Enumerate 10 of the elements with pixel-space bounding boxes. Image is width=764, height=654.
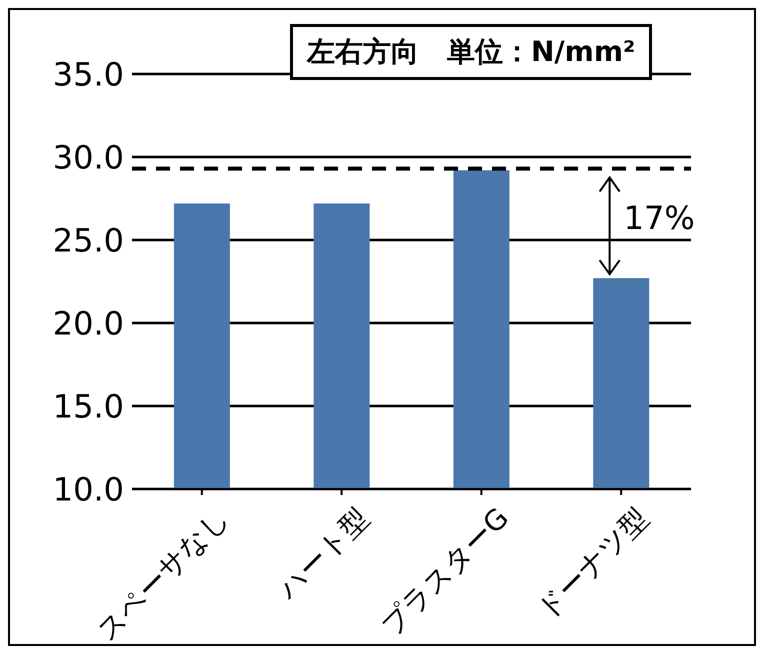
x-tick-label: ハート型 bbox=[270, 501, 376, 606]
y-tick-label: 25.0 bbox=[52, 221, 124, 260]
y-tick-label: 15.0 bbox=[52, 387, 124, 426]
y-tick-label: 35.0 bbox=[52, 55, 124, 94]
chart-title: 左右方向 単位：N/mm² bbox=[290, 24, 652, 80]
x-tick-label: プラスターG bbox=[374, 501, 516, 642]
y-tick-label: 30.0 bbox=[52, 138, 124, 176]
y-tick-label: 20.0 bbox=[52, 304, 124, 342]
x-tick-label: ドーナツ型 bbox=[530, 501, 655, 626]
annotation: 17% bbox=[624, 198, 695, 237]
